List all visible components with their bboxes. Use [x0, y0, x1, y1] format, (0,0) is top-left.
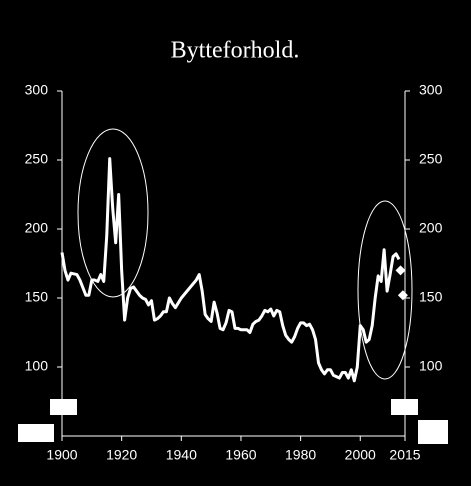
y-tick-label: 150 [25, 289, 49, 305]
y-tick-label: 300 [25, 82, 49, 98]
x-tick-label: 2015 [389, 447, 420, 463]
axis-break [50, 399, 77, 415]
y-tick-label: 100 [25, 358, 49, 374]
diamond-marker [395, 265, 406, 276]
y2-tick-label: 100 [419, 358, 443, 374]
data-line [60, 157, 401, 383]
y-tick-label: 200 [25, 220, 49, 236]
x-tick-label: 1980 [285, 447, 316, 463]
x-tick-label: 1960 [225, 447, 256, 463]
axis-break [18, 424, 54, 442]
chart-title: Bytteforhold. [171, 38, 300, 64]
y2-tick-label: 300 [419, 82, 443, 98]
y-tick-label: 250 [25, 151, 49, 167]
diamond-marker [397, 290, 408, 301]
y2-tick-label: 250 [419, 151, 443, 167]
y2-tick-label: 200 [419, 220, 443, 236]
highlight-ellipse [357, 200, 413, 380]
x-tick-label: 2000 [345, 447, 376, 463]
x-tick-label: 1900 [46, 447, 77, 463]
axis-break [418, 420, 448, 444]
axis-break [391, 399, 418, 415]
x-tick-label: 1940 [166, 447, 197, 463]
highlight-ellipse [77, 128, 149, 298]
x-tick-label: 1920 [106, 447, 137, 463]
y2-tick-label: 150 [419, 289, 443, 305]
